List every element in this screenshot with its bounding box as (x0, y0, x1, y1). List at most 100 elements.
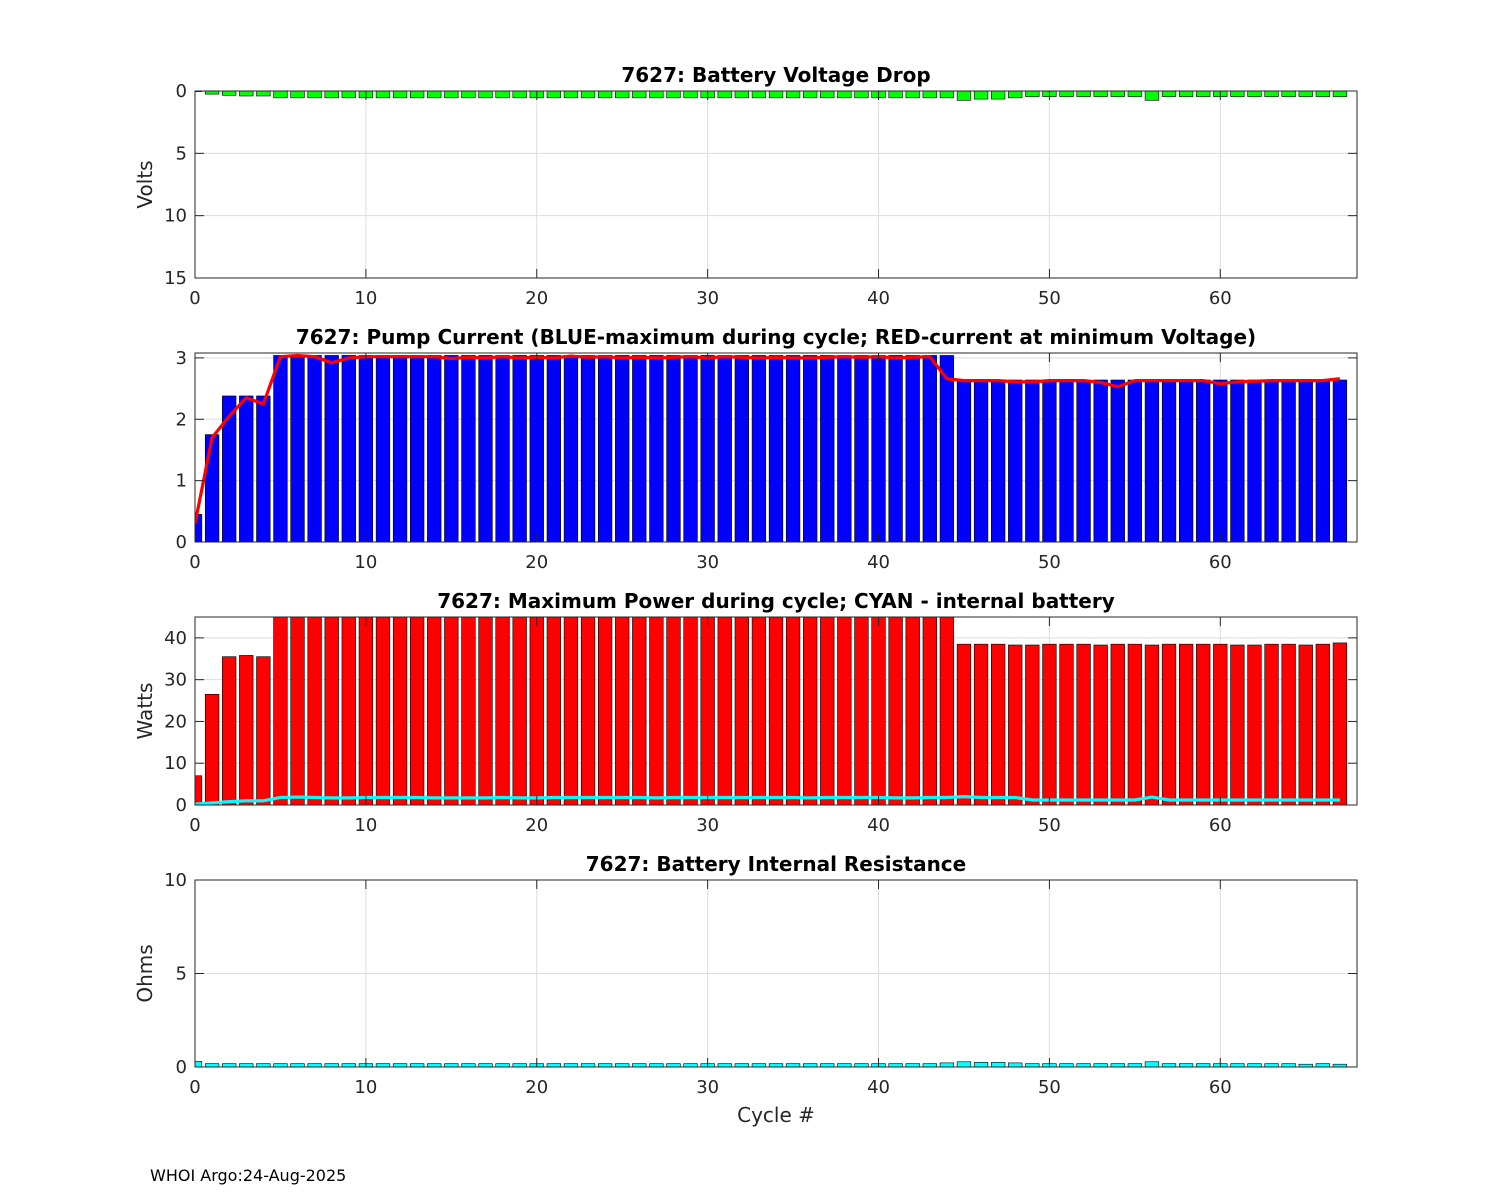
bar (649, 617, 664, 805)
bar (1127, 91, 1142, 97)
bar (991, 643, 1006, 805)
bar (785, 91, 801, 99)
bar (700, 355, 715, 542)
y-axis-label: Volts (133, 160, 157, 208)
bar (1059, 1063, 1074, 1067)
bar (939, 617, 955, 805)
bar (1264, 643, 1279, 805)
bar (1025, 379, 1040, 542)
bar (1127, 643, 1142, 805)
bar (922, 617, 937, 805)
bar (1230, 1063, 1245, 1067)
bar (1144, 379, 1160, 542)
bar (700, 617, 715, 805)
bar (204, 1063, 220, 1067)
bar (666, 91, 681, 99)
bar (615, 355, 630, 542)
x-tick-label: 0 (189, 815, 200, 836)
bar (1178, 643, 1194, 805)
bar (307, 1063, 322, 1067)
bar (888, 617, 903, 805)
bar (751, 1063, 767, 1067)
bar (461, 617, 476, 805)
bar (512, 91, 527, 99)
bar (803, 617, 818, 805)
bar (1178, 379, 1194, 542)
y-tick-label: 15 (164, 268, 187, 289)
bar (307, 355, 322, 542)
bar (195, 1061, 203, 1067)
bar (956, 1061, 972, 1067)
bar (1281, 91, 1296, 97)
bar (204, 91, 220, 95)
bar (239, 91, 254, 97)
bar (324, 617, 339, 805)
x-tick-label: 20 (525, 1077, 548, 1098)
bar (392, 355, 408, 542)
bar (410, 91, 425, 99)
y-tick-label: 2 (176, 409, 187, 430)
bar (1332, 642, 1348, 805)
bar (597, 91, 613, 99)
bar (1076, 643, 1091, 805)
bar (939, 1062, 955, 1067)
bar (1196, 91, 1211, 97)
y-tick-label: 0 (176, 81, 187, 102)
x-tick-label: 30 (696, 1077, 719, 1098)
bar (717, 91, 732, 99)
bar (1059, 643, 1074, 805)
bar (195, 514, 203, 542)
bar (563, 1063, 579, 1067)
bar (1230, 644, 1245, 805)
bar (785, 617, 801, 805)
bar (1025, 91, 1040, 97)
y-axis-label: Ohms (133, 944, 157, 1002)
bar-group (195, 617, 1348, 805)
bar (1315, 1063, 1330, 1067)
bar (563, 91, 579, 99)
bar (546, 617, 561, 805)
x-tick-label: 10 (354, 815, 377, 836)
y-tick-label: 5 (176, 143, 187, 164)
bar (939, 91, 955, 99)
bar (580, 91, 596, 99)
bar (820, 1063, 835, 1067)
bar (427, 91, 442, 99)
bar (939, 355, 955, 542)
bar (768, 617, 784, 805)
bar (597, 1063, 613, 1067)
bar (991, 379, 1006, 542)
bar (683, 91, 698, 99)
bar (666, 355, 681, 542)
x-tick-label: 30 (696, 288, 719, 309)
bar (820, 91, 835, 99)
bar (734, 617, 749, 805)
chart-title: 7627: Battery Internal Resistance (586, 852, 966, 876)
bar (751, 355, 767, 542)
y-tick-label: 30 (164, 670, 187, 691)
bar (580, 1063, 596, 1067)
bar (222, 1063, 237, 1067)
bar (529, 617, 544, 805)
bar (1093, 1063, 1108, 1067)
bar (956, 643, 972, 805)
bar (1093, 91, 1108, 97)
bar (888, 1063, 903, 1067)
bar (1042, 643, 1057, 805)
bar (1298, 91, 1313, 97)
bar (324, 355, 339, 542)
x-tick-label: 30 (696, 552, 719, 573)
bar (1008, 644, 1023, 805)
bar (546, 91, 561, 99)
x-tick-label: 30 (696, 815, 719, 836)
bar (632, 91, 647, 99)
bar (854, 1063, 869, 1067)
bar (256, 91, 271, 97)
bar (495, 355, 510, 542)
bar-group (195, 353, 1348, 542)
bar (717, 1063, 732, 1067)
bar (580, 617, 596, 805)
bar (1127, 379, 1142, 542)
bar (341, 91, 356, 99)
x-tick-label: 0 (189, 552, 200, 573)
